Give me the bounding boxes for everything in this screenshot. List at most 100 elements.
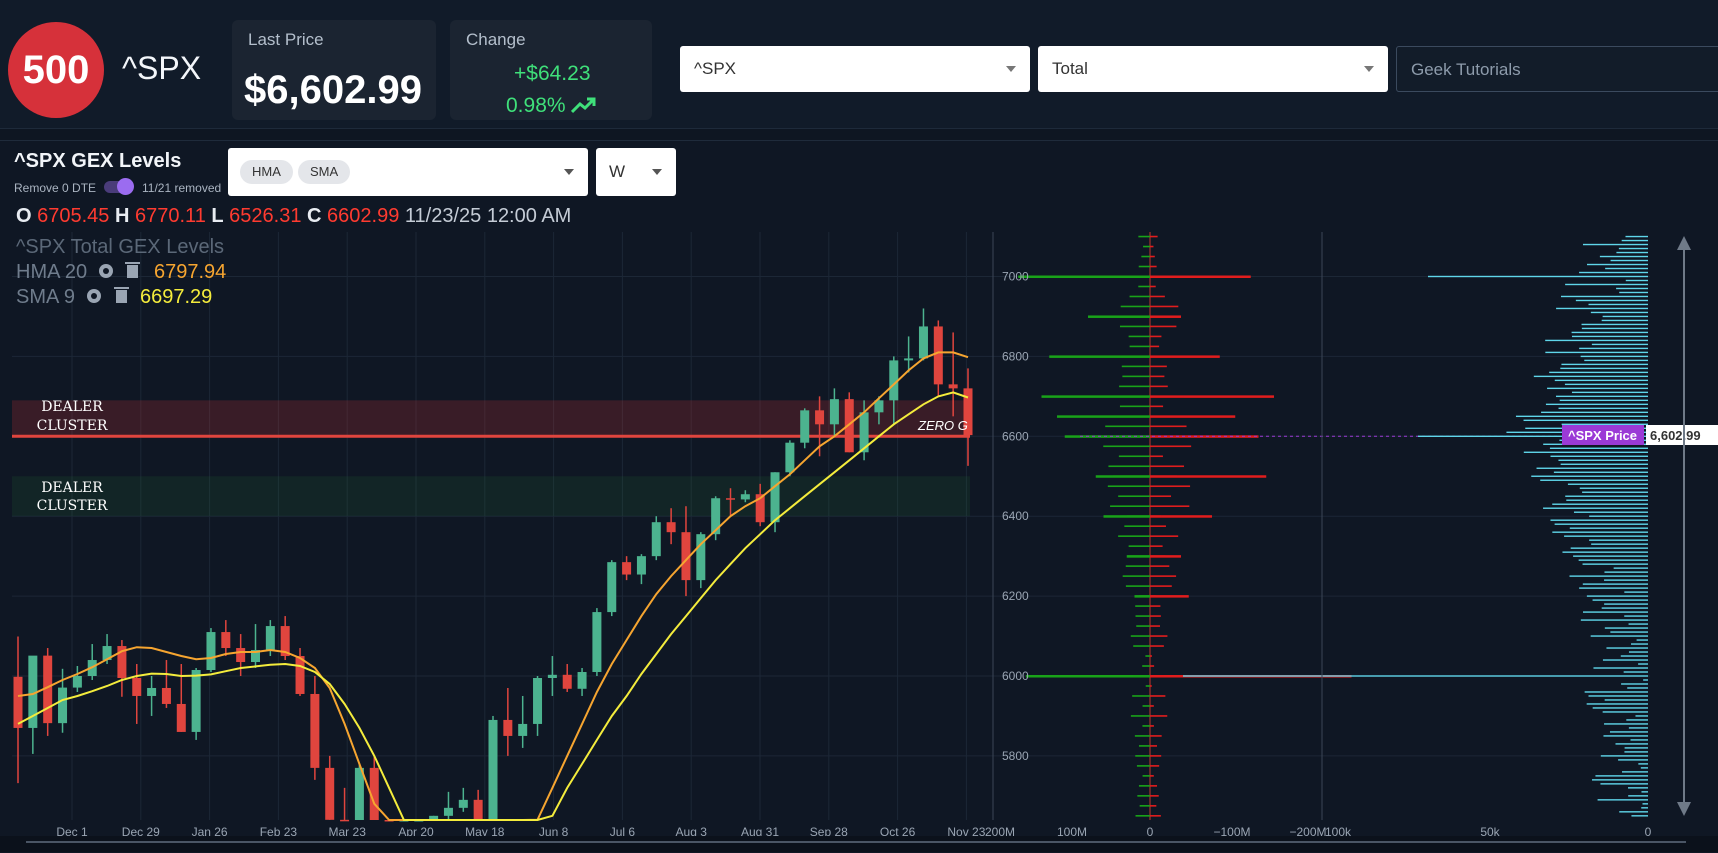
- gex-chart[interactable]: 5800 6000 6200 6400 6600 6800 7000 Dec 1 Dec 29 J…: [0, 232, 1718, 836]
- gex-put-bar: [1145, 655, 1150, 657]
- gex-put-bar: [1136, 625, 1150, 627]
- symbol-select[interactable]: ^SPX: [680, 46, 1030, 92]
- gex-put-bar: [1119, 405, 1150, 408]
- gear-icon[interactable]: [99, 264, 113, 278]
- candle-body: [755, 494, 765, 523]
- gex-put-bar: [1120, 305, 1150, 308]
- timeframe-select[interactable]: W: [596, 148, 676, 196]
- gex-put-bar: [1130, 635, 1150, 637]
- y-tick-label: 6000: [1002, 669, 1029, 683]
- gex-call-bar: [1150, 555, 1166, 557]
- dealer-cluster-label-1: DEALER CLUSTER: [37, 399, 108, 434]
- gex-call-bar: [1150, 505, 1190, 508]
- volume-bar: [1619, 811, 1648, 813]
- gex-put-bar: [1142, 705, 1150, 707]
- volume-bar: [1590, 635, 1648, 637]
- gex-put-bar: [1105, 425, 1150, 428]
- volume-bar: [1604, 603, 1648, 605]
- chart-legend: ^SPX Total GEX Levels HMA 20 6797.94 SMA…: [16, 236, 226, 308]
- gex-put-bar: [1128, 545, 1150, 547]
- indicator-chip-hma[interactable]: HMA: [240, 160, 293, 184]
- gex-call-bar: [1150, 475, 1178, 478]
- volume-bar: [1586, 595, 1648, 597]
- volume-bar: [1536, 467, 1648, 469]
- gex-put-bar: [1130, 715, 1150, 717]
- gex-put-bar: [1116, 415, 1150, 418]
- low-value: 6526.31: [229, 205, 302, 227]
- gex-put-bar: [1128, 335, 1150, 338]
- gex-put-bar: [1143, 245, 1150, 248]
- candle-body: [161, 687, 171, 704]
- volume-bar: [1543, 507, 1648, 509]
- gex-put-bar: [1122, 575, 1150, 577]
- tutorials-select[interactable]: Geek Tutorials: [1396, 46, 1718, 92]
- chevron-down-icon: [564, 169, 574, 175]
- volume-bar: [1642, 803, 1648, 805]
- y-tick-label: 6600: [1002, 429, 1029, 443]
- horizontal-scrollbar[interactable]: [0, 836, 1718, 852]
- y-tick-label: 6200: [1002, 589, 1029, 603]
- gex-call-bar: [1150, 395, 1274, 398]
- indicator-select[interactable]: HMA SMA: [228, 148, 588, 196]
- volume-bar: [1622, 771, 1648, 773]
- gear-icon[interactable]: [87, 289, 101, 303]
- volume-bar: [1586, 703, 1648, 705]
- volume-bar: [1579, 587, 1648, 589]
- gex-put-bar: [1142, 775, 1150, 777]
- volume-bar: [1578, 559, 1648, 561]
- volume-bar: [1620, 655, 1648, 657]
- gex-type-select[interactable]: Total: [1038, 46, 1388, 92]
- gex-put-bar: [1134, 735, 1150, 737]
- volume-bar: [1561, 423, 1648, 426]
- volume-bar: [1579, 271, 1648, 274]
- trash-icon[interactable]: [114, 287, 129, 303]
- remove-dte-toggle[interactable]: [104, 178, 134, 195]
- gex-call-bar: [1150, 725, 1154, 727]
- volume-bar: [1580, 619, 1648, 621]
- candle-body: [458, 799, 468, 808]
- candle-body: [28, 655, 38, 728]
- candle-body: [102, 646, 112, 661]
- legend-hma-name: HMA 20: [16, 261, 87, 283]
- volume-bar: [1531, 475, 1648, 477]
- gex-call-bar: [1150, 495, 1172, 498]
- trash-icon[interactable]: [125, 262, 140, 278]
- candle-body: [904, 358, 914, 361]
- change-percent-wrap: 0.98%: [506, 94, 597, 118]
- candle-body: [369, 767, 379, 820]
- chevron-down-icon: [652, 169, 662, 175]
- volume-bar: [1550, 519, 1648, 521]
- chevron-down-icon: [1006, 66, 1016, 72]
- volume-bar: [1582, 611, 1648, 613]
- gex-call-bar: [1150, 705, 1154, 707]
- volume-bar: [1628, 651, 1648, 653]
- gex-call-bar: [1150, 645, 1164, 647]
- gex-put-bar: [1118, 495, 1150, 498]
- volume-bar: [1584, 359, 1648, 362]
- gex-call-bar: [1150, 715, 1168, 717]
- scroll-arrow[interactable]: [1677, 236, 1691, 816]
- volume-bar: [1560, 463, 1648, 465]
- dealer-label-line: DEALER: [41, 480, 103, 496]
- panel-title: ^SPX GEX Levels: [14, 150, 182, 172]
- volume-bar: [1628, 727, 1648, 729]
- volume-bar: [1591, 543, 1648, 545]
- gex-call-bar: [1150, 695, 1166, 697]
- volume-bar: [1582, 491, 1648, 493]
- volume-bar: [1582, 563, 1648, 565]
- candle-body: [547, 674, 557, 678]
- candle-body: [696, 534, 706, 581]
- volume-bar: [1603, 735, 1648, 737]
- volume-bar: [1615, 743, 1648, 745]
- gex-put-bar: [1138, 285, 1150, 288]
- volume-bar: [1602, 315, 1648, 318]
- volume-bar: [1588, 695, 1648, 697]
- gex-call-bar: [1150, 605, 1161, 607]
- candle-body: [236, 648, 246, 663]
- scrollbar-thumb[interactable]: [26, 841, 1686, 843]
- indicator-chip-sma[interactable]: SMA: [298, 160, 351, 184]
- gex-put-bar: [1126, 515, 1150, 517]
- gex-call-bar: [1150, 345, 1160, 348]
- volume-bar: [1628, 787, 1648, 789]
- gex-call-bar: [1150, 415, 1236, 418]
